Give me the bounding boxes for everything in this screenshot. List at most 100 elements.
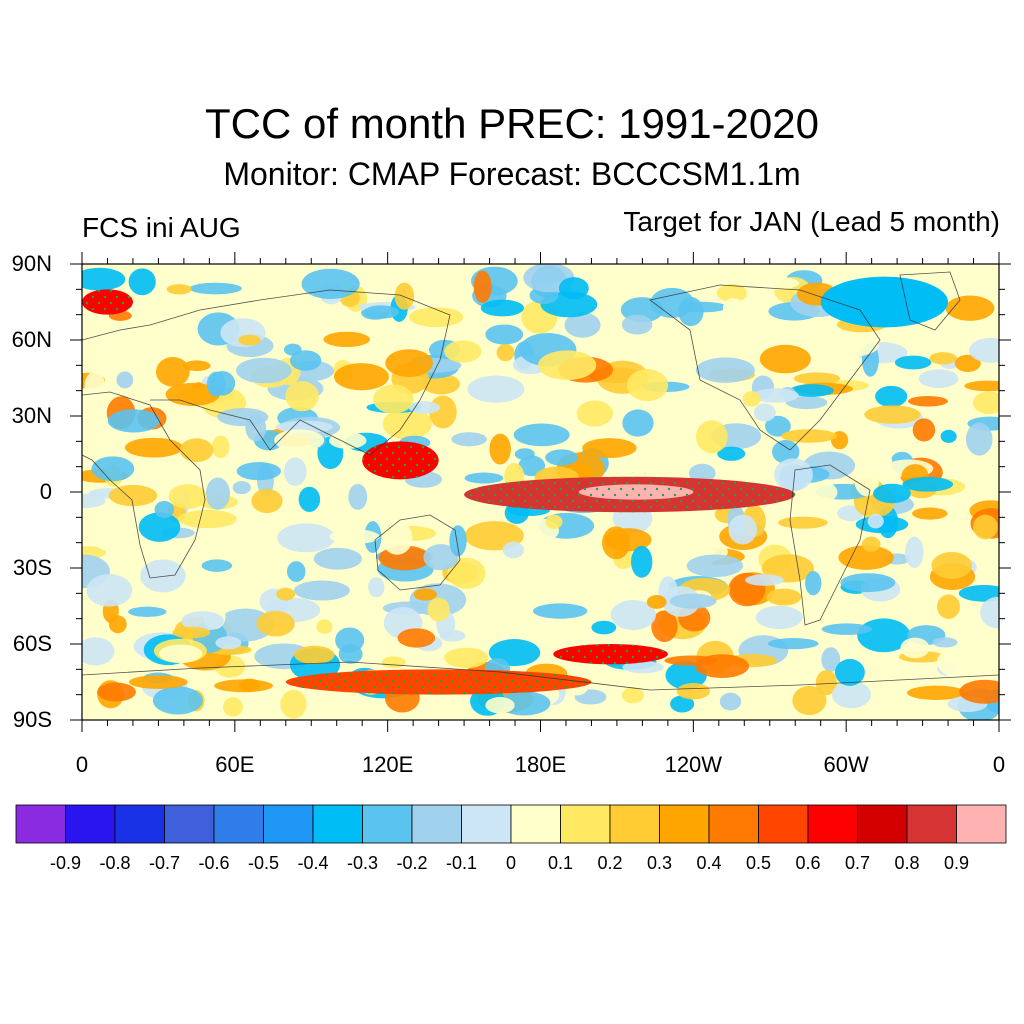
colorbar-swatch [857, 804, 908, 844]
field-cell [621, 314, 653, 335]
significance-stipple [553, 644, 668, 665]
field-cell [439, 629, 466, 642]
field-cell [759, 344, 811, 374]
colorbar-swatch [461, 804, 512, 844]
colorbar-swatch [411, 804, 462, 844]
x-tick-label: 120E [361, 752, 414, 777]
field-cell [485, 324, 524, 345]
field-cell [918, 369, 959, 389]
field-cell [97, 682, 136, 702]
field-cell [256, 610, 295, 637]
field-cell [94, 518, 117, 551]
x-tick-label: 180E [514, 752, 567, 777]
map-subtitle: Monitor: CMAP Forecast: BCCCSM1.1m [223, 156, 801, 192]
field-cell [316, 619, 333, 634]
field-cell [792, 685, 827, 716]
field-cell [604, 528, 652, 552]
x-tick-label: 120W [664, 752, 723, 777]
field-cell [538, 350, 597, 381]
field-cell [274, 429, 325, 452]
field-cell [155, 356, 190, 387]
field-cell [206, 371, 226, 397]
target-label: Target for JAN (Lead 5 month) [623, 206, 1000, 237]
colorbar-swatch [708, 804, 759, 844]
initialization-label: FCS ini AUG [82, 212, 241, 243]
field-cell [385, 349, 433, 378]
field-cell [84, 371, 106, 400]
field-cell [513, 423, 570, 447]
field-cell [236, 357, 292, 384]
field-cell [444, 647, 489, 668]
field-cell [968, 337, 999, 363]
significance-stipple [578, 484, 694, 500]
field-cell [329, 432, 367, 449]
colorbar-swatch [312, 804, 363, 844]
field-cell [908, 395, 948, 407]
field-cell [686, 554, 744, 578]
field-cell [182, 360, 211, 372]
field-cell [906, 685, 966, 700]
field-cell [179, 438, 214, 463]
field-cell [408, 401, 441, 414]
colorbar-swatch [758, 804, 809, 844]
field-cell [688, 463, 716, 483]
field-cell [905, 536, 924, 568]
field-cell [716, 284, 748, 303]
field-cell [154, 500, 175, 519]
colorbar-swatch [560, 804, 611, 844]
field-cell [313, 547, 362, 570]
field-cell [840, 573, 896, 593]
field-cell [767, 638, 819, 650]
field-cell [821, 647, 841, 672]
field-cell [564, 312, 601, 338]
field-cell [857, 618, 911, 653]
field-cell [694, 654, 750, 678]
field-cell [178, 509, 237, 529]
field-cell [381, 520, 413, 555]
field-cell [959, 679, 999, 704]
field-cell [545, 449, 578, 466]
y-tick-label: 30S [12, 555, 52, 580]
colorbar-label: 0.3 [646, 853, 673, 873]
colorbar-swatch [213, 804, 264, 844]
field-cell [285, 381, 319, 412]
field-cell [298, 486, 321, 512]
field-cell [932, 637, 958, 648]
field-cell [864, 405, 921, 424]
colorbar-label: -0.7 [148, 853, 181, 873]
field-cell [464, 472, 504, 484]
colorbar-swatch [114, 804, 165, 844]
field-cell [289, 350, 322, 371]
field-cell [621, 687, 644, 704]
significance-stipple [82, 289, 133, 315]
colorbar-swatch [65, 804, 116, 844]
field-cell [348, 483, 368, 510]
colorbar-label: -0.5 [247, 853, 280, 873]
field-cell [329, 529, 380, 545]
field-cell [502, 541, 525, 559]
colorbar-label: 0.2 [597, 853, 623, 873]
field-cell [627, 272, 652, 283]
colorbar-swatch [956, 804, 1007, 844]
field-cell [344, 595, 386, 611]
field-cell [485, 697, 515, 714]
colorbar-swatch [362, 804, 413, 844]
field-cell [695, 420, 728, 454]
field-cell [158, 644, 203, 663]
field-cell [280, 689, 307, 719]
field-cell [107, 409, 160, 433]
y-tick-label: 90S [12, 707, 52, 732]
x-tick-label: 60E [215, 752, 255, 777]
field-feature [820, 276, 949, 328]
field-cell [489, 433, 511, 465]
colorbar-label: -0.1 [445, 853, 478, 873]
field-cell [82, 493, 106, 509]
field-cell [86, 573, 133, 607]
field-cell [293, 645, 335, 665]
field-cell [545, 514, 563, 530]
field-cell [368, 576, 385, 598]
field-cell [373, 384, 414, 414]
field-cell [651, 610, 678, 643]
